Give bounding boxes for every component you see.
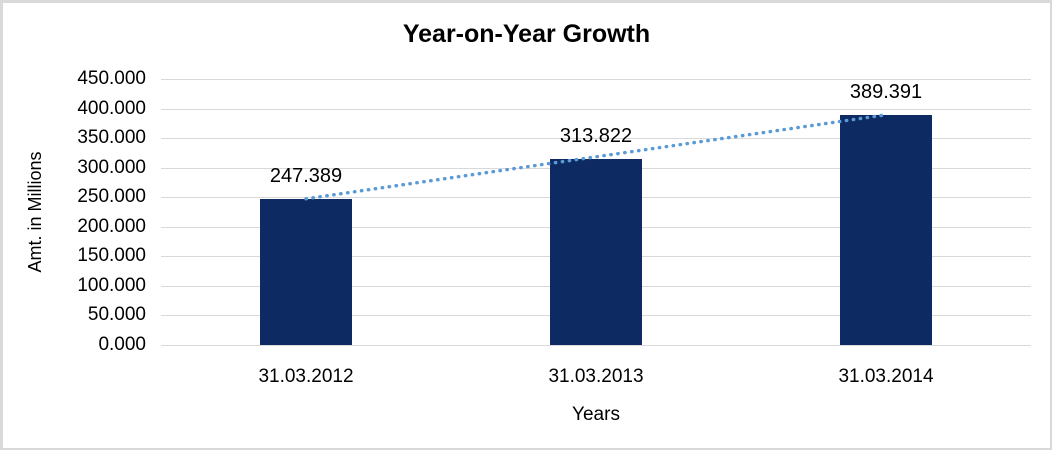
gridline bbox=[161, 345, 1031, 346]
bar bbox=[260, 198, 352, 345]
plot-area bbox=[161, 79, 1031, 346]
gridline bbox=[161, 79, 1031, 80]
x-axis-title: Years bbox=[572, 404, 620, 425]
y-tick-label: 350.000 bbox=[77, 127, 146, 149]
bar-value-label: 313.822 bbox=[559, 125, 633, 148]
y-tick-label: 250.000 bbox=[77, 186, 146, 208]
x-tick-label: 31.03.2012 bbox=[258, 366, 354, 387]
y-tick-label: 400.000 bbox=[77, 97, 146, 119]
y-tick-label: 100.000 bbox=[77, 274, 146, 296]
y-tick-label: 450.000 bbox=[77, 68, 146, 89]
bar-value-label: 389.391 bbox=[849, 80, 923, 103]
chart-title: Year-on-Year Growth bbox=[402, 20, 651, 48]
y-tick-label: 50.000 bbox=[87, 304, 146, 326]
bar-value-label: 247.389 bbox=[269, 164, 343, 187]
y-tick-label: 0.000 bbox=[98, 334, 146, 355]
y-tick-label: 300.000 bbox=[77, 156, 146, 178]
x-tick-label: 31.03.2014 bbox=[838, 366, 934, 387]
x-tick-label: 31.03.2013 bbox=[548, 366, 644, 387]
y-tick-label: 150.000 bbox=[77, 245, 146, 267]
gridline bbox=[161, 108, 1031, 110]
y-tick-label: 200.000 bbox=[77, 215, 146, 237]
bar bbox=[550, 159, 642, 345]
y-axis-title-text: Amt. in Millions bbox=[25, 151, 45, 273]
bar bbox=[840, 114, 932, 345]
